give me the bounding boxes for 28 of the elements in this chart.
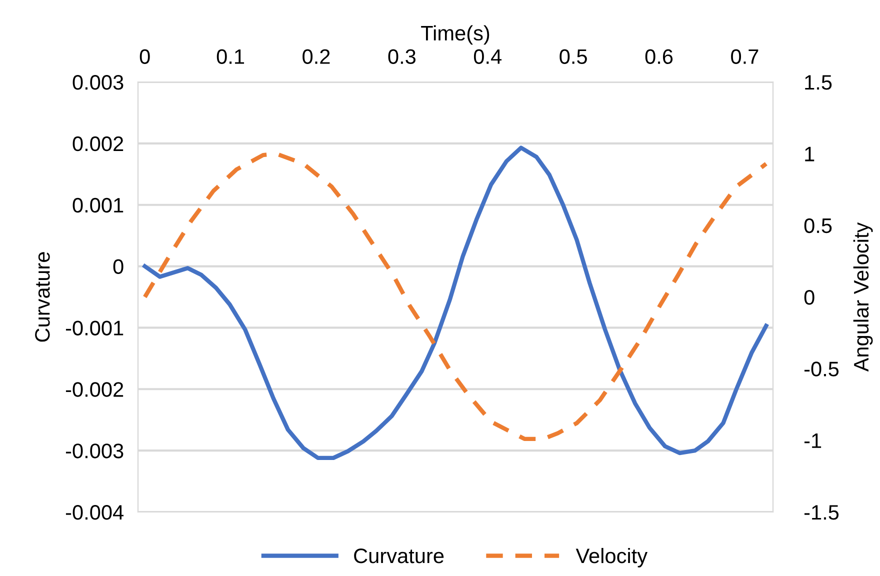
x-tick-label: 0.7: [731, 49, 758, 64]
y2-tick-label: 0.5: [804, 218, 832, 234]
y2-tick-label: -1.5: [804, 505, 839, 520]
y2-tick-label: 0: [804, 290, 814, 305]
legend-label: Curvature: [354, 548, 444, 564]
y-tick-label: -0.001: [66, 320, 124, 336]
y-tick-label: 0: [113, 259, 124, 274]
y-tick-label: -0.004: [66, 505, 124, 520]
y-tick-label: 0.003: [72, 75, 124, 90]
y2-tick-label: -0.5: [804, 362, 839, 376]
y-tick-label: -0.002: [66, 382, 124, 397]
x-tick-label: 0.1: [216, 49, 244, 64]
y-tick-label: 0.001: [72, 198, 124, 213]
x-tick-label: 0.4: [474, 49, 502, 64]
y-tick-label: -0.003: [66, 444, 124, 458]
legend-label: Velocity: [576, 548, 648, 568]
y2-tick-label: -1: [804, 434, 822, 448]
x-tick-label: 0: [140, 49, 150, 64]
y2-axis-title: Angular Velocity: [853, 222, 873, 372]
y2-tick-label: 1: [805, 146, 814, 162]
y2-tick-label: 1.5: [805, 75, 832, 90]
x-axis-title: Time(s): [421, 25, 490, 45]
y-tick-label: 0.002: [72, 136, 124, 152]
x-tick-label: 0.5: [560, 49, 587, 64]
x-tick-label: 0.2: [302, 49, 330, 64]
x-tick-label: 0.3: [388, 49, 416, 64]
x-tick-label: 0.6: [645, 49, 673, 64]
y-axis-title: Curvature: [35, 252, 50, 342]
